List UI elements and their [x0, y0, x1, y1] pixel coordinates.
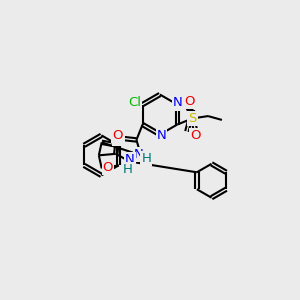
Text: O: O — [103, 161, 113, 174]
Text: H: H — [142, 152, 152, 165]
Text: H: H — [123, 163, 133, 176]
Text: O: O — [190, 129, 201, 142]
Text: N: N — [125, 154, 134, 166]
Text: S: S — [188, 112, 197, 125]
Text: N: N — [173, 97, 183, 110]
Text: O: O — [184, 95, 195, 108]
Text: N: N — [157, 129, 166, 142]
Text: O: O — [113, 132, 124, 145]
Text: Cl: Cl — [128, 97, 141, 110]
Text: O: O — [112, 129, 123, 142]
Text: N: N — [134, 148, 144, 161]
